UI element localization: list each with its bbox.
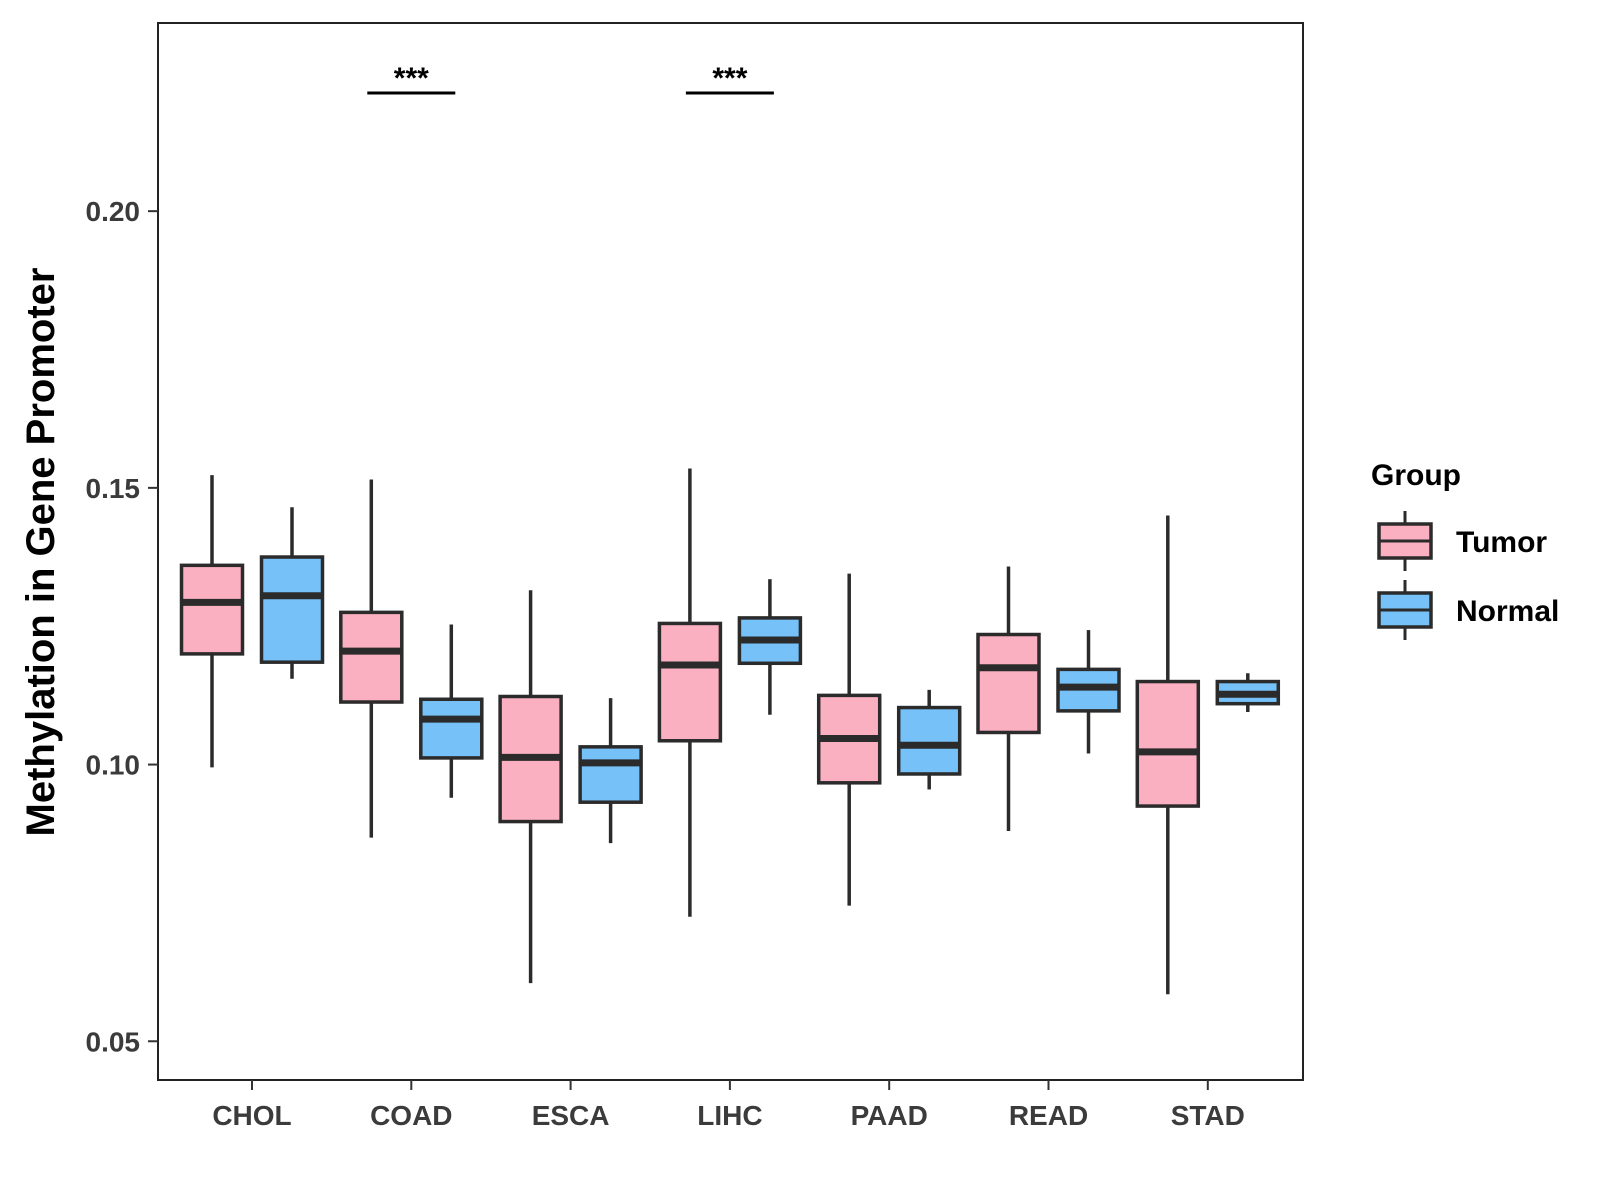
legend: Group Tumor Normal	[1371, 459, 1559, 640]
box-tumor-coad	[339, 479, 404, 838]
x-axis: CHOL COAD ESCA LIHC PAAD READ STAD	[212, 1080, 1245, 1131]
significance-label: ***	[394, 62, 429, 95]
y-tick-label: 0.05	[86, 1026, 141, 1057]
box-iqr	[339, 610, 404, 704]
box-iqr	[657, 621, 723, 743]
legend-item-normal: Normal	[1377, 580, 1559, 640]
x-tick-label-esca: ESCA	[532, 1100, 610, 1131]
significance-label: ***	[712, 62, 747, 95]
box-tumor-lihc	[657, 468, 723, 917]
y-axis-label: Methylation in Gene Promoter	[19, 268, 63, 837]
x-tick-label-lihc: LIHC	[697, 1100, 762, 1131]
y-tick-label: 0.10	[86, 750, 141, 781]
box-tumor-paad	[816, 573, 882, 906]
box-normal-coad	[419, 624, 484, 798]
y-tick-label: 0.15	[86, 473, 141, 504]
box-iqr	[976, 632, 1041, 735]
box-normal-read	[1056, 630, 1121, 754]
legend-title: Group	[1371, 459, 1461, 492]
box-normal-esca	[578, 698, 643, 844]
box-normal-chol	[259, 507, 325, 679]
legend-label-normal: Normal	[1456, 595, 1559, 628]
box-iqr	[419, 697, 484, 760]
y-axis: 0.05 0.10 0.15 0.20	[86, 196, 158, 1057]
box-tumor-stad	[1135, 515, 1201, 995]
legend-label-tumor: Tumor	[1456, 526, 1547, 559]
box-tumor-esca	[498, 590, 563, 984]
significance-annotations: *** ***	[367, 62, 774, 95]
box-iqr	[179, 563, 245, 656]
box-iqr	[578, 745, 643, 804]
box-tumor-read	[976, 566, 1041, 831]
boxes	[179, 468, 1281, 995]
x-tick-label-chol: CHOL	[212, 1100, 291, 1131]
box-iqr	[259, 555, 325, 664]
x-tick-label-stad: STAD	[1171, 1100, 1245, 1131]
box-normal-stad	[1215, 673, 1281, 712]
box-iqr	[1135, 679, 1201, 808]
box-tumor-chol	[179, 475, 245, 768]
box-iqr	[896, 705, 962, 776]
y-tick-label: 0.20	[86, 196, 141, 227]
x-tick-label-paad: PAAD	[851, 1100, 928, 1131]
box-normal-paad	[896, 689, 962, 790]
x-tick-label-coad: COAD	[370, 1100, 452, 1131]
plot-panel	[157, 22, 1304, 1081]
x-tick-label-read: READ	[1009, 1100, 1088, 1131]
legend-item-tumor: Tumor	[1377, 511, 1547, 571]
box-normal-lihc	[737, 579, 803, 715]
